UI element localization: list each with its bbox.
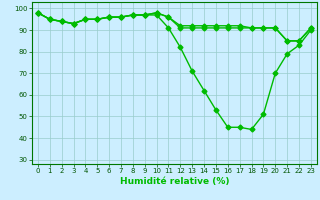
X-axis label: Humidité relative (%): Humidité relative (%) bbox=[120, 177, 229, 186]
